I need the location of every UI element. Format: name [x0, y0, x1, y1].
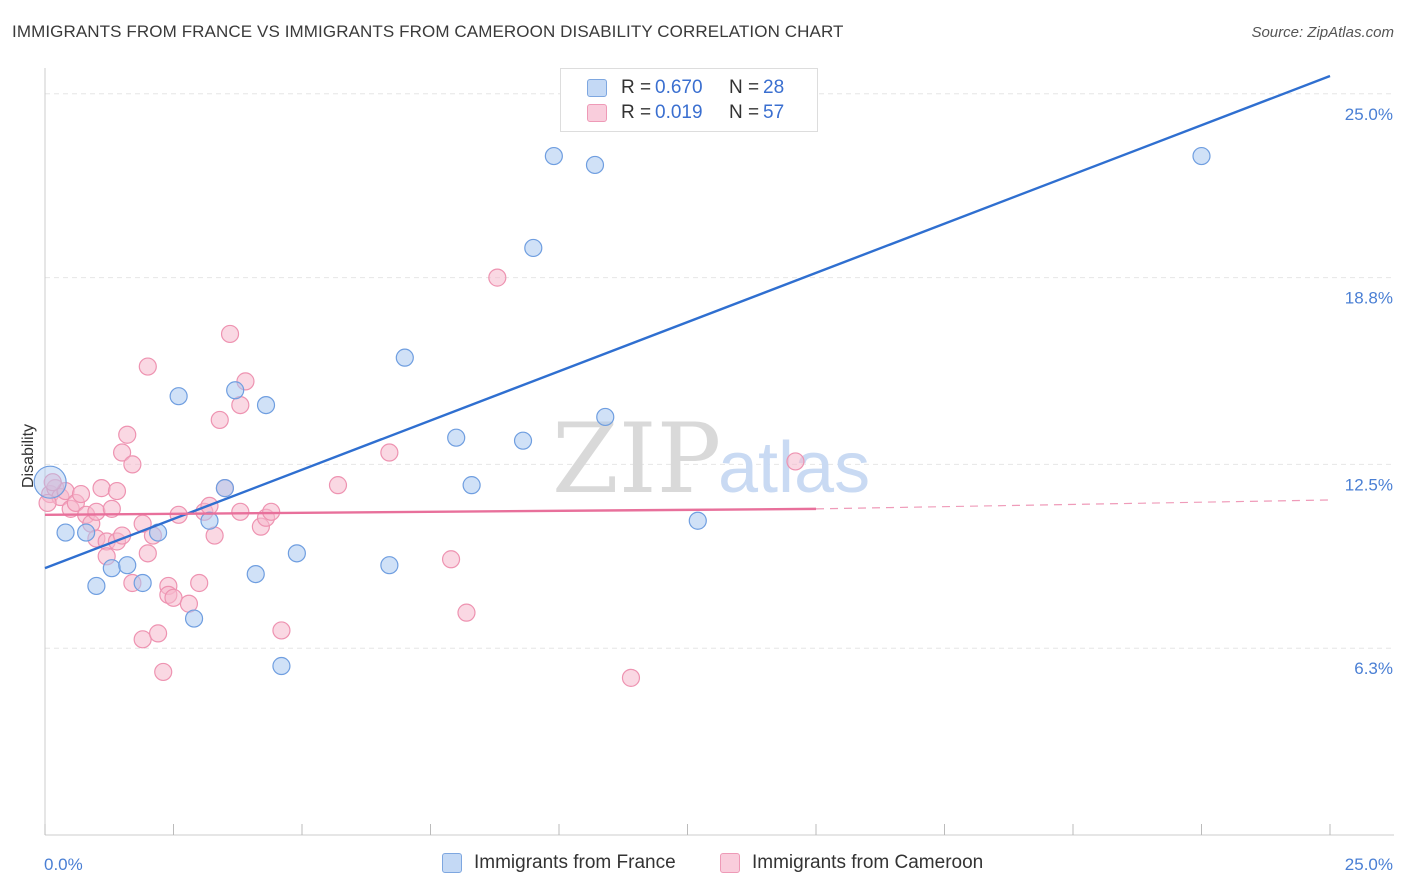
france-point	[200, 511, 219, 530]
france-point	[462, 476, 481, 495]
cameroon-point	[118, 425, 137, 444]
france-point	[133, 573, 152, 593]
axes	[44, 68, 1394, 836]
chart-title: IMMIGRANTS FROM FRANCE VS IMMIGRANTS FRO…	[12, 22, 844, 41]
stats-legend: R = 0.670 N = 28 R = 0.019 N = 57	[560, 68, 818, 132]
france-point	[513, 431, 533, 450]
france-point	[395, 348, 414, 367]
france-point	[118, 556, 137, 575]
cameroon-point	[220, 324, 240, 344]
cameroon-point	[112, 443, 132, 462]
source-label: Source: ZipAtlas.com	[1251, 24, 1394, 41]
gridlines	[45, 93, 1394, 649]
cameroon-point	[71, 484, 91, 504]
france-point	[87, 576, 106, 596]
cameroon-n-label: N =	[729, 102, 760, 123]
france-points	[33, 146, 1211, 676]
cameroon-legend-swatch	[720, 853, 740, 873]
cameroon-trend-line	[44, 507, 817, 516]
france-legend-swatch	[442, 853, 462, 873]
france-point	[272, 656, 291, 676]
cameroon-point	[786, 452, 805, 471]
cameroon-swatch	[587, 104, 607, 122]
france-point	[256, 395, 276, 415]
cameroon-point	[92, 479, 111, 498]
france-point	[215, 479, 234, 498]
legend-row-cameroon: R = 0.019 N = 57	[587, 101, 784, 125]
cameroon-point	[138, 544, 157, 563]
cameroon-point	[164, 588, 183, 607]
watermark-zip: ZIP	[552, 403, 721, 515]
france-r-value: 0.670	[655, 77, 703, 98]
cameroon-point	[457, 603, 476, 622]
cameroon-point	[138, 357, 157, 376]
cameroon-point	[272, 621, 291, 640]
france-point	[1192, 146, 1211, 166]
france-point	[585, 155, 605, 175]
cameroon-trend-extension	[815, 499, 1331, 510]
cameroon-point	[154, 662, 173, 682]
france-point	[524, 238, 543, 258]
axis-labels: Disability 6.3% 12.5% 18.8% 25.0% 0.0% 25.0%	[20, 105, 1393, 874]
cameroon-point	[210, 410, 229, 430]
france-r-label: R =	[621, 77, 652, 98]
y-tick-label: 25.0%	[1345, 105, 1393, 124]
france-point	[688, 511, 707, 530]
france-point	[169, 387, 188, 406]
france-swatch	[587, 79, 607, 97]
france-point	[226, 381, 245, 400]
y-tick-label: 6.3%	[1354, 659, 1393, 678]
y-axis-label: Disability	[20, 424, 37, 488]
legend-item-cameroon[interactable]: Immigrants from Cameroon	[720, 852, 983, 874]
france-point	[246, 564, 265, 584]
cameroon-point	[231, 502, 250, 521]
cameroon-point	[328, 476, 348, 495]
cameroon-legend-label: Immigrants from Cameroon	[752, 852, 984, 873]
france-point	[380, 556, 399, 575]
cameroon-point	[43, 473, 62, 492]
x-tick-label-min: 0.0%	[44, 855, 83, 874]
france-point	[544, 146, 563, 166]
france-point	[287, 544, 306, 563]
france-point	[56, 523, 75, 542]
france-trend-line	[44, 74, 1331, 570]
france-n-label: N =	[729, 77, 760, 98]
cameroon-point	[107, 481, 127, 501]
cameroon-r-value: 0.019	[655, 102, 703, 123]
france-point	[77, 523, 96, 542]
x-tick-label-max: 25.0%	[1345, 855, 1393, 874]
trend-lines	[44, 74, 1331, 570]
france-point	[447, 428, 466, 447]
cameroon-point	[488, 268, 507, 287]
y-tick-label: 18.8%	[1345, 289, 1393, 308]
cameroon-point	[148, 624, 168, 643]
cameroon-point	[133, 630, 152, 649]
france-legend-label: Immigrants from France	[474, 852, 676, 873]
y-tick-label: 12.5%	[1345, 475, 1393, 494]
france-point	[596, 407, 615, 427]
legend-row-france: R = 0.670 N = 28	[587, 76, 784, 100]
france-point	[102, 559, 121, 578]
cameroon-r-label: R =	[621, 102, 652, 123]
cameroon-point	[190, 573, 209, 593]
cameroon-point	[621, 668, 641, 687]
cameroon-point	[441, 550, 461, 569]
series-legend: Immigrants from France Immigrants from C…	[0, 852, 1406, 876]
cameroon-point	[380, 443, 399, 462]
cameroon-n-value: 57	[763, 102, 785, 123]
france-n-value: 28	[763, 77, 785, 98]
france-point	[184, 609, 204, 628]
france-point	[33, 465, 67, 499]
legend-item-france[interactable]: Immigrants from France	[442, 852, 676, 874]
watermark: ZIP atlas	[552, 403, 870, 515]
cameroon-point	[87, 502, 106, 521]
cameroon-point	[123, 455, 142, 474]
